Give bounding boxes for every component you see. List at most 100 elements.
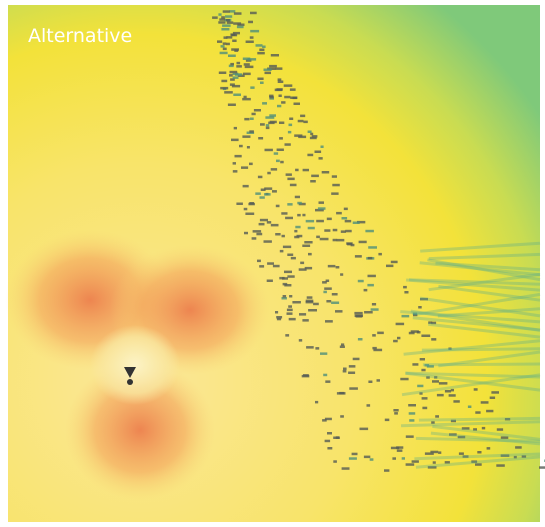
- mark: [303, 169, 309, 172]
- mark: [360, 428, 369, 431]
- mark: [270, 121, 277, 124]
- mark: [402, 315, 410, 318]
- mark: [315, 151, 322, 154]
- mark: [287, 203, 292, 206]
- mark: [264, 69, 272, 72]
- mark: [439, 382, 448, 385]
- mark: [232, 85, 240, 88]
- mark: [358, 338, 363, 341]
- mark: [287, 178, 294, 181]
- mark: [233, 162, 236, 165]
- mark: [223, 48, 227, 51]
- mark: [367, 404, 371, 407]
- mark: [233, 22, 241, 25]
- mark: [257, 78, 263, 81]
- mark: [325, 380, 330, 383]
- mark: [275, 311, 278, 314]
- mark: [230, 63, 234, 66]
- mark: [287, 309, 293, 312]
- mark: [219, 18, 225, 21]
- mark: [430, 451, 438, 454]
- mark: [289, 295, 292, 298]
- mark: [264, 240, 272, 243]
- mark: [264, 193, 271, 196]
- mark: [252, 113, 256, 116]
- mark: [353, 222, 360, 225]
- mark: [421, 335, 430, 338]
- mark: [244, 208, 248, 211]
- mark: [244, 96, 247, 99]
- mark: [218, 21, 225, 24]
- mark: [354, 312, 362, 315]
- mark: [246, 41, 254, 44]
- mark: [259, 223, 265, 226]
- mark: [230, 71, 238, 74]
- mark: [364, 456, 370, 459]
- mark: [420, 358, 425, 361]
- mark: [332, 293, 338, 296]
- mark: [303, 121, 307, 124]
- mark: [219, 72, 227, 75]
- mark: [256, 233, 262, 236]
- mark: [302, 319, 308, 322]
- mark: [265, 149, 273, 152]
- mark: [276, 205, 280, 208]
- mark: [333, 229, 338, 232]
- mark: [243, 185, 249, 188]
- mark: [231, 48, 239, 51]
- mark: [326, 300, 331, 303]
- mark: [266, 124, 269, 127]
- mark: [267, 280, 273, 283]
- mark: [391, 261, 398, 264]
- mark: [288, 305, 292, 308]
- mark: [277, 149, 284, 152]
- mark: [445, 390, 451, 393]
- mark: [284, 271, 292, 274]
- mark: [259, 265, 264, 268]
- mark: [322, 171, 330, 174]
- mark: [370, 458, 374, 461]
- mark: [397, 337, 400, 340]
- mark: [368, 246, 377, 249]
- mark: [265, 116, 274, 119]
- mark: [234, 12, 242, 15]
- mark: [340, 346, 345, 349]
- mark: [349, 387, 358, 390]
- mark: [221, 45, 225, 48]
- mark: [323, 374, 327, 377]
- mark: [291, 257, 296, 260]
- mark: [290, 184, 297, 187]
- mark: [237, 26, 244, 29]
- mark: [409, 412, 416, 415]
- mark: [384, 469, 389, 472]
- mark: [342, 467, 350, 470]
- mark: [396, 446, 403, 449]
- mark: [359, 241, 367, 244]
- mark: [247, 146, 250, 149]
- mark: [269, 96, 274, 99]
- mark: [320, 238, 329, 241]
- mark: [267, 172, 271, 175]
- mark: [404, 291, 408, 294]
- mark: [262, 46, 266, 49]
- mark: [386, 265, 393, 268]
- mark: [332, 184, 340, 187]
- mark: [336, 266, 340, 269]
- mark: [304, 241, 312, 244]
- mark: [218, 13, 221, 16]
- mark: [297, 214, 301, 217]
- mark: [295, 196, 300, 199]
- mark: [422, 407, 427, 410]
- mark: [273, 265, 280, 268]
- mark: [252, 237, 257, 240]
- mark: [487, 447, 491, 450]
- mark: [262, 102, 267, 105]
- mark: [308, 227, 315, 230]
- mark: [308, 253, 312, 256]
- mark: [281, 212, 287, 215]
- mark: [307, 154, 313, 157]
- mark: [310, 133, 313, 136]
- mark: [318, 207, 326, 210]
- mark: [371, 308, 379, 311]
- mark: [316, 236, 320, 239]
